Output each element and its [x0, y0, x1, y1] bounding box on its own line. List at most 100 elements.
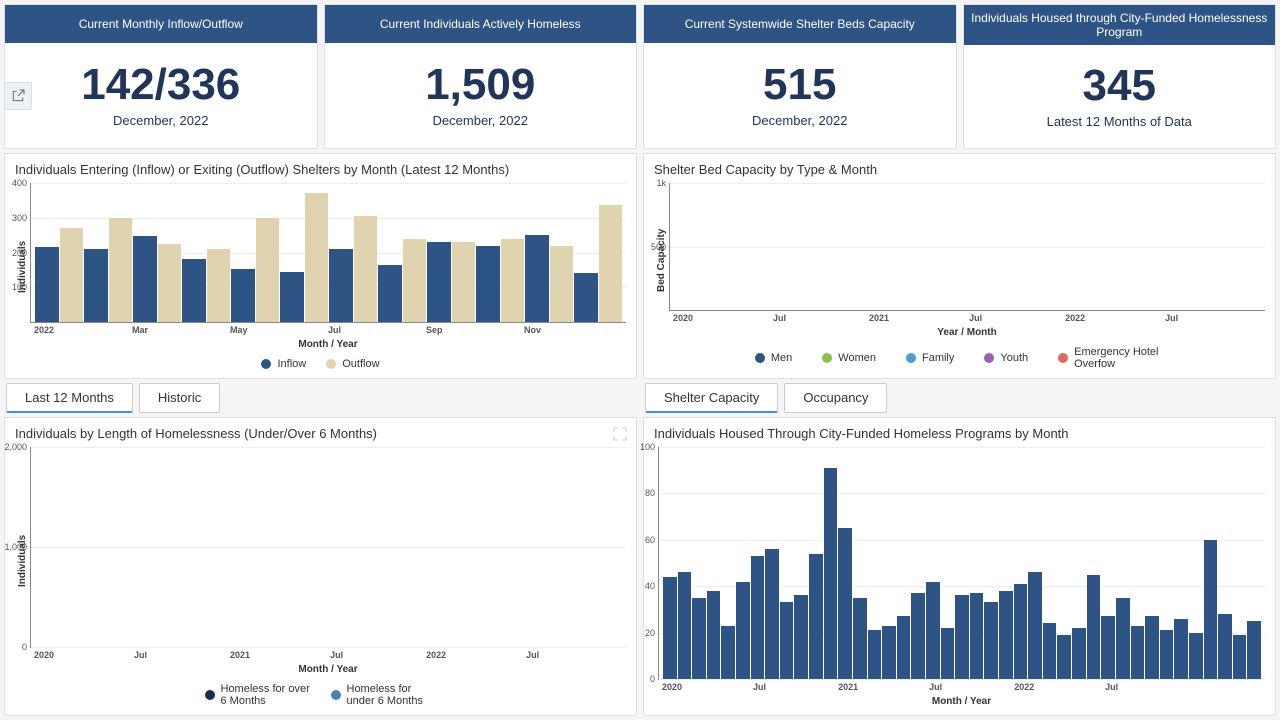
bar[interactable] [1087, 575, 1101, 679]
bar[interactable] [158, 244, 182, 322]
x-tick [542, 650, 558, 662]
bar[interactable] [207, 249, 231, 322]
x-tick [824, 682, 838, 694]
bar[interactable] [868, 630, 882, 679]
bar[interactable] [35, 247, 59, 322]
bar[interactable] [1247, 621, 1261, 679]
x-tick [1181, 313, 1197, 325]
x-tick [767, 682, 781, 694]
tab[interactable]: Occupancy [784, 383, 887, 413]
bar[interactable] [1174, 619, 1188, 679]
expand-icon[interactable] [612, 426, 628, 442]
bar[interactable] [809, 554, 823, 679]
x-tick [298, 650, 314, 662]
bar[interactable] [1204, 540, 1218, 679]
y-tick: 100 [640, 442, 659, 452]
bar[interactable] [1116, 598, 1130, 679]
kpi-title: Current Systemwide Shelter Beds Capacity [644, 5, 956, 43]
bar[interactable] [1218, 614, 1232, 679]
y-tick: 1k [656, 178, 670, 188]
legend-item[interactable]: Family [906, 346, 954, 370]
bar[interactable] [231, 269, 255, 322]
x-tick [166, 650, 182, 662]
bar[interactable] [1189, 633, 1203, 679]
bar[interactable] [1014, 584, 1028, 679]
bar[interactable] [574, 273, 598, 322]
legend-item[interactable]: Outflow [326, 358, 379, 370]
bar[interactable] [663, 577, 677, 679]
bar[interactable] [824, 468, 838, 679]
tab[interactable]: Last 12 Months [6, 383, 133, 413]
x-tick [250, 650, 266, 662]
bar[interactable] [1233, 635, 1247, 679]
bar[interactable] [751, 556, 765, 679]
bar[interactable] [109, 218, 133, 322]
x-tick: Jul [929, 682, 943, 694]
bar[interactable] [256, 218, 280, 322]
bar[interactable] [897, 616, 911, 679]
legend-item[interactable]: Women [822, 346, 876, 370]
bar[interactable] [452, 242, 476, 322]
capacity-chart: Shelter Bed Capacity by Type & Month Bed… [643, 153, 1276, 379]
bar[interactable] [182, 259, 206, 322]
bar[interactable] [280, 272, 304, 322]
bar[interactable] [911, 593, 925, 679]
bar[interactable] [1131, 626, 1145, 679]
bar[interactable] [984, 602, 998, 679]
legend-item[interactable]: Youth [984, 346, 1028, 370]
bar[interactable] [427, 242, 451, 322]
bar[interactable] [599, 205, 623, 322]
bar[interactable] [955, 595, 969, 679]
bar[interactable] [501, 239, 525, 322]
x-tick [494, 650, 510, 662]
x-tick: 2022 [426, 650, 446, 662]
x-tick [1247, 682, 1261, 694]
bar[interactable] [1072, 628, 1086, 679]
bar[interactable] [692, 598, 706, 679]
bar[interactable] [882, 626, 896, 679]
bar[interactable] [765, 549, 779, 679]
x-tick: Jul [753, 682, 767, 694]
bar[interactable] [1057, 635, 1071, 679]
bar[interactable] [736, 582, 750, 679]
bar[interactable] [1043, 623, 1057, 679]
bar[interactable] [853, 598, 867, 679]
x-tick [181, 325, 230, 337]
legend-item[interactable]: Men [755, 346, 792, 370]
tab[interactable]: Shelter Capacity [645, 383, 778, 413]
x-tick [725, 682, 739, 694]
bar[interactable] [329, 249, 353, 322]
legend-item[interactable]: Homeless for over 6 Months [205, 683, 311, 707]
bar[interactable] [84, 249, 108, 322]
share-button[interactable] [4, 82, 32, 110]
bar[interactable] [1028, 572, 1042, 679]
bar[interactable] [305, 193, 329, 322]
bar[interactable] [678, 572, 692, 679]
bar[interactable] [999, 591, 1013, 679]
bar[interactable] [476, 246, 500, 322]
bar[interactable] [780, 602, 794, 679]
bar[interactable] [970, 593, 984, 679]
bar[interactable] [794, 595, 808, 679]
bar[interactable] [721, 626, 735, 679]
bar[interactable] [378, 265, 402, 322]
tab[interactable]: Historic [139, 383, 220, 413]
x-tick [102, 650, 118, 662]
bar[interactable] [926, 582, 940, 679]
bar[interactable] [550, 246, 574, 322]
kpi-value: 142/336 [81, 63, 240, 107]
bar[interactable] [403, 239, 427, 322]
bar[interactable] [60, 228, 84, 322]
bar[interactable] [941, 628, 955, 679]
legend-item[interactable]: Homeless for under 6 Months [331, 683, 437, 707]
bar[interactable] [1145, 616, 1159, 679]
bar[interactable] [525, 235, 549, 322]
bar[interactable] [1101, 616, 1115, 679]
bar[interactable] [1160, 630, 1174, 679]
bar[interactable] [354, 216, 378, 322]
legend-item[interactable]: Inflow [261, 358, 306, 370]
bar[interactable] [133, 236, 157, 322]
bar[interactable] [707, 591, 721, 679]
bar[interactable] [838, 528, 852, 679]
legend-item[interactable]: Emergency Hotel Overfow [1058, 346, 1164, 370]
